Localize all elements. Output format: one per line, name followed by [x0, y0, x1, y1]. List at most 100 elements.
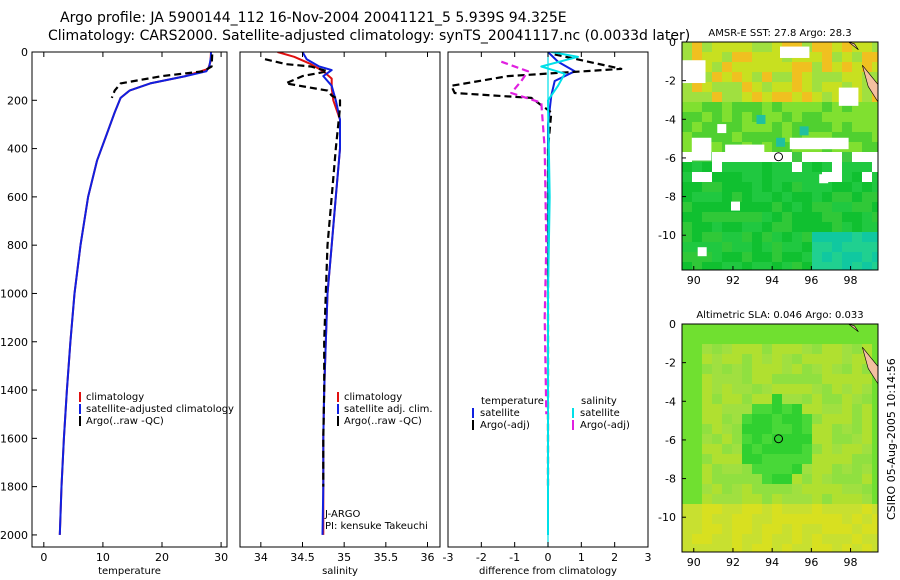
- map-cell: [782, 102, 793, 113]
- map-cell: [682, 494, 693, 505]
- map-cell: [842, 82, 853, 93]
- map-cell: [812, 62, 823, 73]
- map-cell: [862, 494, 873, 505]
- map-cell: [812, 192, 823, 203]
- map-cell: [822, 454, 833, 465]
- map-cell: [752, 334, 763, 345]
- map-cell: [852, 112, 863, 123]
- map-cell: [792, 122, 803, 133]
- map-cell: [832, 182, 843, 193]
- map-cell: [722, 414, 733, 425]
- map-cell: [862, 212, 873, 223]
- map-cell: [852, 52, 863, 63]
- map-cell: [782, 394, 793, 405]
- map-cell: [742, 464, 753, 475]
- map-cell: [812, 72, 823, 83]
- map-cell: [832, 334, 843, 345]
- map-cell: [702, 464, 713, 475]
- map-cell: [792, 524, 803, 535]
- y-tick-label: -10: [658, 229, 676, 242]
- map-cell: [822, 514, 833, 525]
- map-cell: [812, 514, 823, 525]
- map-cell: [712, 152, 723, 163]
- map-cell: [702, 42, 713, 53]
- map-cell: [702, 494, 713, 505]
- map-cell: [862, 232, 873, 243]
- map-cell: [872, 192, 878, 203]
- map-cell: [802, 324, 813, 335]
- map-cell: [732, 172, 743, 183]
- map-cell: [812, 52, 823, 63]
- map-cell: [722, 182, 733, 193]
- map-cell: [832, 42, 843, 53]
- x-tick-label: 94: [765, 274, 779, 287]
- map-cell: [832, 262, 843, 270]
- map-cell: [742, 52, 753, 63]
- map-cell: [872, 242, 878, 253]
- map-cell: [782, 182, 793, 193]
- map-cell: [802, 394, 813, 405]
- legend-entry: satellite: [480, 408, 520, 419]
- map-cell: [682, 544, 693, 552]
- map-cell: [832, 354, 843, 365]
- map-cell: [842, 182, 853, 193]
- map-cell: [782, 534, 793, 545]
- map-cell: [822, 414, 833, 425]
- map-cell: [712, 394, 723, 405]
- argo-location-marker: [774, 152, 784, 162]
- map-cell: [782, 222, 793, 233]
- series-line-argo-raw-qc-: [110, 54, 214, 99]
- map-cell: [742, 192, 753, 203]
- map-cell: [872, 112, 878, 123]
- map-cell: [712, 252, 723, 263]
- map-cell: [692, 162, 703, 173]
- y-tick-label: -10: [658, 511, 676, 524]
- map-cell: [802, 252, 813, 263]
- map-cell: [762, 182, 773, 193]
- map-cell: [862, 172, 873, 183]
- map-cell: [682, 414, 693, 425]
- map-cell: [842, 474, 853, 485]
- y-tick-label: -8: [665, 473, 676, 486]
- map-cell: [822, 82, 833, 93]
- map-cell: [852, 102, 863, 113]
- map-cell: [742, 162, 753, 173]
- map-cell: [752, 514, 763, 525]
- map-cell: [772, 132, 783, 143]
- map-cell: [852, 172, 863, 183]
- map-cell: [782, 384, 793, 395]
- map-cell: [782, 122, 793, 133]
- map-cell: [862, 474, 873, 485]
- map-cell: [872, 544, 878, 552]
- map-cell: [782, 132, 793, 143]
- map-cell: [842, 242, 853, 253]
- map-cell: [762, 324, 773, 335]
- x-tick-label: 92: [726, 556, 740, 569]
- map-cell: [742, 334, 753, 345]
- map-cell: [722, 232, 733, 243]
- map-cell: [722, 374, 733, 385]
- map-cell: [702, 384, 713, 395]
- map-cell: [852, 354, 863, 365]
- map-cell: [852, 444, 863, 455]
- map-cell: [692, 262, 703, 270]
- map-cell: [772, 202, 783, 213]
- map-cell: [732, 122, 743, 133]
- map-cell: [742, 354, 753, 365]
- map-cell: [842, 394, 853, 405]
- map-cell: [732, 112, 743, 123]
- map-cell: [742, 414, 753, 425]
- map-cell: [692, 484, 703, 495]
- map-cell: [782, 242, 793, 253]
- map-cell: [812, 42, 823, 53]
- map-cell: [702, 374, 713, 385]
- map-cell: [872, 484, 878, 495]
- annotation-text: PI: kensuke Takeuchi: [325, 521, 428, 532]
- map-cell: [822, 72, 833, 83]
- map-cell: [702, 524, 713, 535]
- map-cell: [732, 374, 743, 385]
- map-cell: [822, 524, 833, 535]
- series-line-satellite-adjusted-climatology: [58, 52, 212, 535]
- salinity-profile-lines: [264, 52, 342, 535]
- map-cell: [872, 334, 878, 345]
